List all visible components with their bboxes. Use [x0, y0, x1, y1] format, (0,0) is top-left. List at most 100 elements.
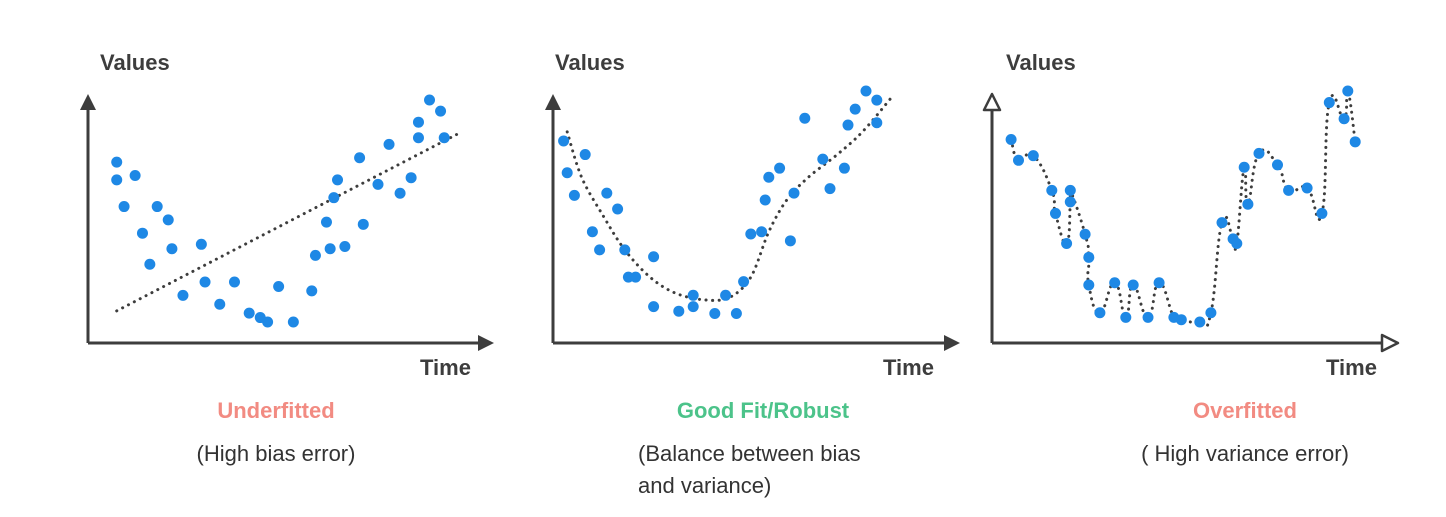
data-point: [579, 149, 591, 161]
axes: [982, 92, 1400, 353]
data-point: [162, 214, 174, 226]
data-point: [1316, 207, 1328, 219]
data-point: [166, 243, 178, 255]
data-point: [144, 258, 156, 270]
data-point: [1342, 85, 1354, 97]
data-point: [195, 238, 207, 250]
y-axis-label: Values: [100, 50, 170, 75]
data-point: [1142, 311, 1154, 323]
caption-overfitted: Overfitted ( High variance error): [1035, 398, 1446, 470]
data-point: [1083, 279, 1095, 291]
data-point: [1013, 154, 1024, 166]
fit-line: [115, 131, 461, 313]
caption-title: Overfitted: [1193, 398, 1297, 423]
panel-underfitted: Values Time: [80, 50, 494, 380]
data-point: [673, 305, 685, 317]
data-point: [1242, 198, 1254, 210]
data-point: [1050, 207, 1061, 219]
data-point: [1175, 314, 1187, 326]
data-point: [412, 132, 424, 144]
axes: [545, 94, 960, 351]
caption-subtitle: ( High variance error): [1141, 441, 1349, 467]
y-axis-label: Values: [1006, 50, 1076, 75]
data-point: [738, 276, 750, 288]
data-point: [1205, 307, 1217, 319]
data-point: [756, 226, 768, 238]
data-point: [601, 187, 613, 199]
data-point: [648, 301, 660, 313]
data-point: [709, 307, 721, 319]
panel-good-fit: Values Time: [545, 50, 960, 380]
data-point: [339, 241, 351, 253]
data-point: [720, 289, 732, 301]
data-point: [354, 152, 366, 164]
data-point: [111, 174, 123, 186]
data-point: [730, 307, 742, 319]
data-point: [1323, 97, 1335, 109]
caption-good-fit: Good Fit/Robust (Balance between bias an…: [553, 398, 973, 502]
panel-overfitted: Values Time: [982, 50, 1400, 380]
data-point: [817, 153, 829, 165]
data-point: [799, 112, 811, 124]
data-point: [151, 201, 163, 213]
data-point: [594, 244, 606, 256]
data-point: [328, 192, 340, 204]
data-point: [136, 227, 148, 239]
x-axis-arrow-icon: [478, 335, 494, 351]
data-point: [1338, 113, 1350, 125]
data-point: [1216, 217, 1228, 229]
data-point: [306, 285, 318, 297]
data-point: [612, 203, 624, 215]
data-point: [1046, 184, 1058, 196]
data-point: [759, 194, 771, 206]
data-point: [262, 316, 274, 328]
data-point: [1083, 251, 1095, 263]
data-point: [383, 138, 395, 150]
y-axis-arrow-icon: [982, 92, 1002, 112]
data-point: [357, 218, 369, 230]
data-point: [1238, 161, 1250, 173]
data-point: [1109, 277, 1121, 289]
data-point: [405, 172, 417, 184]
caption-title: Underfitted: [217, 398, 335, 423]
data-point: [438, 132, 450, 144]
data-point: [774, 162, 786, 174]
data-point: [324, 243, 336, 255]
data-point: [243, 307, 255, 319]
x-axis-arrow-icon: [944, 335, 960, 351]
data-point: [111, 156, 123, 168]
data-point: [228, 276, 240, 288]
data-point: [788, 187, 800, 199]
y-axis-label: Values: [555, 50, 625, 75]
data-point: [1283, 184, 1295, 196]
data-point: [860, 85, 872, 97]
data-point: [838, 162, 850, 174]
data-point: [763, 171, 775, 183]
data-point: [309, 249, 321, 261]
fit-curve: [1009, 88, 1357, 328]
data-point: [118, 201, 130, 213]
data-point: [1253, 147, 1265, 159]
caption-subtitle: (Balance between bias and variance): [638, 441, 861, 499]
data-point: [1005, 134, 1017, 146]
data-point: [687, 301, 699, 313]
data-points: [558, 85, 883, 319]
data-point: [648, 251, 660, 263]
data-point: [842, 119, 854, 131]
y-axis-arrow-icon: [545, 94, 561, 110]
data-point: [1127, 279, 1139, 291]
caption-title: Good Fit/Robust: [676, 398, 850, 423]
fit-curve: [565, 96, 893, 302]
data-point: [412, 116, 424, 128]
data-point: [273, 280, 285, 292]
caption-subtitle: (High bias error): [196, 441, 356, 467]
data-points: [111, 94, 450, 328]
fit-curve: [565, 96, 893, 302]
data-point: [871, 117, 883, 129]
data-point: [1194, 316, 1206, 328]
data-point: [332, 174, 344, 186]
data-point: [687, 289, 699, 301]
axes: [80, 94, 494, 351]
data-point: [586, 226, 598, 238]
